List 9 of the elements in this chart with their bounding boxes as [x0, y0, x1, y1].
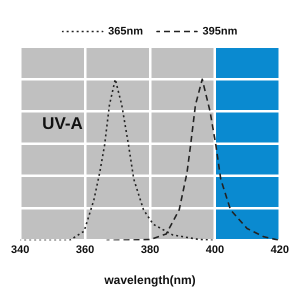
legend-label: 395nm	[202, 26, 238, 38]
legend-label: 365nm	[108, 26, 144, 38]
x-tick-label: 400	[206, 244, 224, 256]
band-label: UV-A	[42, 114, 83, 134]
x-tick-label: 380	[140, 244, 160, 256]
x-tick-label: 360	[76, 244, 94, 256]
x-tick-label: 420	[270, 244, 290, 256]
x-tick-label: 340	[10, 244, 30, 256]
x-axis-title: wavelength(nm)	[103, 273, 196, 288]
